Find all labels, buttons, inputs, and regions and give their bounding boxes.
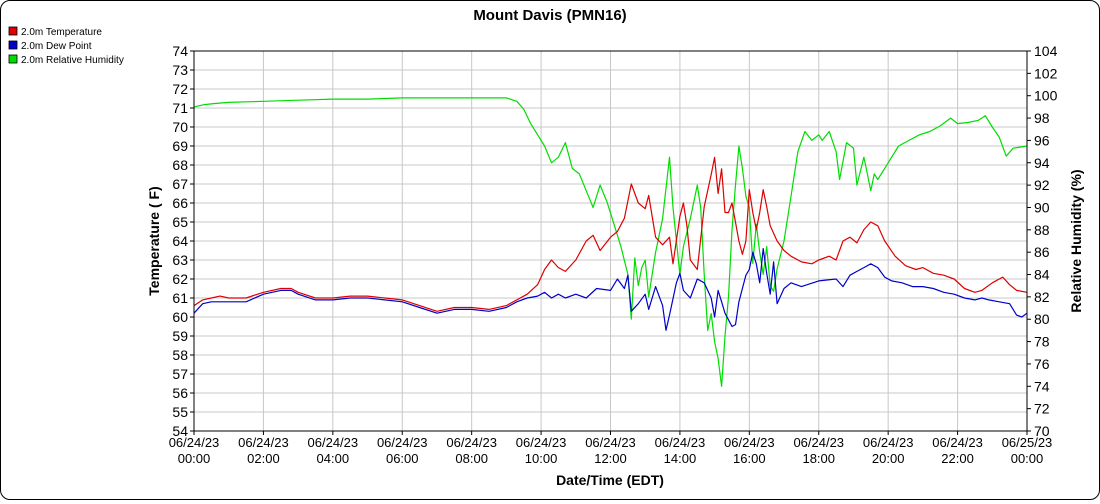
series-layer [193, 97, 1028, 387]
left-tick-label: 59 [172, 328, 188, 344]
left-tick-label: 69 [172, 138, 188, 154]
x-tick-time-label: 04:00 [317, 451, 350, 466]
right-tick-label: 102 [1034, 65, 1058, 81]
right-tick-label: 90 [1034, 199, 1050, 215]
legend-swatch [8, 54, 18, 64]
legend-label: 2.0m Temperature [21, 27, 102, 38]
left-tick-label: 74 [172, 43, 188, 59]
left-tick-label: 58 [172, 347, 188, 363]
x-axis-label: Date/Time (EDT) [556, 472, 664, 488]
right-tick-label: 82 [1034, 289, 1050, 305]
left-tick-label: 65 [172, 214, 188, 230]
x-tick-time-label: 20:00 [872, 451, 905, 466]
right-tick-label: 80 [1034, 311, 1050, 327]
x-tick-time-label: 08:00 [455, 451, 488, 466]
right-tick-label: 72 [1034, 401, 1050, 417]
x-tick-date-label: 06/24/23 [793, 435, 844, 450]
y-axis-label-left: Temperature ( F) [146, 186, 162, 295]
x-tick-time-label: 14:00 [664, 451, 697, 466]
x-tick-time-label: 02:00 [247, 451, 280, 466]
x-tick-time-label: 18:00 [802, 451, 835, 466]
left-tick-label: 64 [172, 233, 188, 249]
left-tick-label: 62 [172, 271, 188, 287]
right-tick-label: 78 [1034, 334, 1050, 350]
right-tick-label: 86 [1034, 244, 1050, 260]
right-tick-label: 88 [1034, 222, 1050, 238]
x-tick-date-label: 06/24/23 [655, 435, 706, 450]
x-tick-date-label: 06/24/23 [516, 435, 567, 450]
left-tick-label: 60 [172, 309, 188, 325]
left-tick-label: 61 [172, 290, 188, 306]
left-tick-label: 56 [172, 385, 188, 401]
x-axis: 06/24/2300:0006/24/2302:0006/24/2304:000… [169, 431, 1053, 466]
left-axis: 54 55 56 57 58 59 60 61 62 63 64 65 66 67 68 69 70 71 72 73… [172, 43, 194, 439]
right-tick-label: 96 [1034, 132, 1050, 148]
right-tick-label: 98 [1034, 110, 1050, 126]
right-tick-label: 76 [1034, 356, 1050, 372]
x-tick-date-label: 06/24/23 [585, 435, 636, 450]
left-tick-label: 57 [172, 366, 188, 382]
grid [193, 50, 1028, 432]
right-tick-label: 84 [1034, 267, 1050, 283]
x-tick-date-label: 06/24/23 [238, 435, 289, 450]
left-tick-label: 54 [172, 423, 188, 439]
left-tick-label: 70 [172, 119, 188, 135]
legend: 2.0m Temperature 2.0m Dew Point 2.0m Relat… [8, 26, 124, 66]
y-axis-label-right: Relative Humidity (%) [1068, 169, 1084, 312]
x-tick-date-label: 06/25/23 [1002, 435, 1053, 450]
left-tick-label: 63 [172, 252, 188, 268]
x-tick-date-label: 06/24/23 [446, 435, 497, 450]
right-tick-label: 94 [1034, 155, 1050, 171]
legend-label: 2.0m Relative Humidity [21, 55, 124, 66]
x-tick-date-label: 06/24/23 [724, 435, 775, 450]
legend-label: 2.0m Dew Point [21, 41, 92, 52]
right-tick-label: 104 [1034, 43, 1058, 59]
series-line-2-0m-relative-humidity [193, 97, 1028, 387]
x-tick-time-label: 06:00 [386, 451, 419, 466]
x-tick-date-label: 06/24/23 [932, 435, 983, 450]
right-tick-label: 74 [1034, 378, 1050, 394]
x-tick-date-label: 06/24/23 [863, 435, 914, 450]
left-tick-label: 67 [172, 176, 188, 192]
x-tick-time-label: 22:00 [941, 451, 974, 466]
left-tick-label: 68 [172, 157, 188, 173]
plot-border [193, 50, 1028, 432]
series-line-2-0m-dew-point [193, 248, 1028, 331]
x-tick-time-label: 10:00 [525, 451, 558, 466]
left-tick-label: 55 [172, 404, 188, 420]
right-tick-label: 100 [1034, 88, 1058, 104]
chart-title: Mount Davis (PMN16) [473, 7, 626, 24]
left-tick-label: 72 [172, 81, 188, 97]
x-tick-time-label: 00:00 [1011, 451, 1044, 466]
left-tick-label: 66 [172, 195, 188, 211]
x-tick-time-label: 00:00 [178, 451, 211, 466]
right-tick-label: 92 [1034, 177, 1050, 193]
x-tick-date-label: 06/24/23 [377, 435, 428, 450]
x-tick-date-label: 06/24/23 [169, 435, 220, 450]
legend-swatch [8, 40, 18, 50]
left-tick-label: 71 [172, 100, 188, 116]
right-axis: 70 72 74 76 78 80 82 84 86 88 90 92 94 96 98 100 102 104 [1027, 43, 1058, 439]
right-tick-label: 70 [1034, 423, 1050, 439]
x-tick-date-label: 06/24/23 [308, 435, 359, 450]
series-line-2-0m-temperature [193, 156, 1028, 312]
legend-swatch [8, 26, 18, 36]
x-tick-time-label: 16:00 [733, 451, 766, 466]
left-tick-label: 73 [172, 62, 188, 78]
x-tick-time-label: 12:00 [594, 451, 627, 466]
